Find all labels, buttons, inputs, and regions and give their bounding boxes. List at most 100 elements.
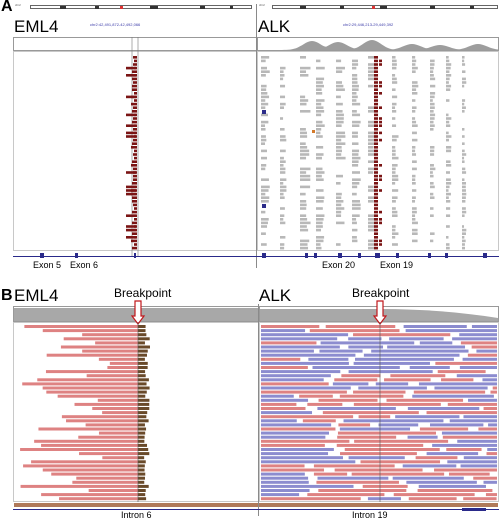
soft-clip-mark (132, 182, 137, 185)
coverage-histogram (258, 40, 498, 50)
aligned-read (392, 77, 397, 81)
exon-19-label: Exon 19 (380, 260, 414, 270)
soft-clip-mark (126, 135, 136, 138)
aligned-read (316, 124, 325, 127)
sequencing-read (317, 407, 396, 410)
aligned-read (392, 138, 397, 142)
aligned-read (412, 70, 416, 73)
sequencing-read (378, 423, 419, 427)
aligned-read (430, 192, 434, 196)
aligned-read (462, 196, 466, 199)
panel-a-split-divider[interactable] (256, 4, 257, 268)
sequencing-read (261, 484, 354, 488)
aligned-read (412, 200, 416, 203)
aligned-read (368, 77, 375, 81)
soft-clip-mark (126, 95, 136, 99)
sequencing-read (419, 427, 469, 431)
aligned-read (368, 221, 375, 225)
sequencing-read (354, 357, 454, 361)
aligned-read (316, 77, 325, 81)
mismatch-mark (374, 232, 378, 235)
aligned-read (446, 120, 450, 124)
aligned-read (261, 59, 266, 63)
aligned-read (462, 77, 466, 81)
aligned-read (336, 124, 342, 127)
panel-b-left-gene-name: EML4 (14, 286, 59, 305)
aligned-read (392, 74, 396, 77)
aligned-read (261, 102, 269, 106)
mismatch-mark (374, 106, 378, 109)
aligned-read (316, 153, 324, 156)
sequencing-read (63, 337, 139, 341)
sequencing-read (338, 423, 371, 427)
aligned-read (430, 74, 434, 77)
ideogram-band (95, 6, 99, 9)
sequencing-read (322, 411, 419, 415)
exon-block (314, 253, 317, 258)
sequencing-read (441, 378, 474, 382)
sequencing-read (442, 435, 497, 439)
aligned-read (352, 149, 360, 153)
aligned-read (430, 59, 435, 63)
soft-clip-mark (133, 117, 137, 120)
aligned-read (336, 149, 342, 153)
soft-clip-mark (138, 431, 146, 435)
aligned-read (430, 214, 434, 217)
aligned-read (392, 178, 399, 181)
aligned-read (352, 164, 359, 167)
sequencing-read (463, 415, 497, 419)
left-chromosome-ideogram[interactable] (30, 5, 252, 9)
sequencing-read (407, 407, 480, 410)
exon-block (338, 253, 342, 258)
sequencing-read (61, 415, 138, 419)
aligned-read (446, 131, 449, 135)
panel-a-left-locus[interactable]: chr2:42,491,872-42,492,066 (90, 22, 141, 27)
aligned-read (368, 146, 374, 149)
soft-clip-mark (132, 221, 137, 225)
panel-a-letter: A (1, 0, 13, 15)
panel-b-split-divider[interactable] (258, 304, 259, 516)
sequencing-read (409, 366, 450, 369)
soft-clip-mark (138, 333, 147, 337)
aligned-read (336, 135, 346, 138)
sequencing-read (456, 374, 497, 378)
sequencing-read (339, 394, 404, 398)
sequencing-read (85, 423, 138, 427)
aligned-read (316, 99, 325, 102)
mismatch-mark (374, 113, 378, 117)
soft-clip-mark (133, 153, 137, 156)
aligned-read (462, 167, 466, 171)
soft-clip-mark (131, 146, 137, 149)
sequencing-read (261, 464, 305, 468)
panel-a-right-locus[interactable]: chr2:29,446,213-29,449,392 (343, 22, 394, 27)
mismatch-mark (379, 84, 382, 88)
sequencing-read (459, 333, 497, 337)
aligned-read (446, 146, 452, 149)
aligned-read (261, 189, 269, 192)
soft-clip-mark (138, 353, 147, 357)
aligned-read (300, 102, 307, 106)
aligned-read (430, 92, 436, 95)
mismatch-mark (374, 221, 378, 225)
sequencing-read (353, 402, 441, 406)
aligned-read (368, 124, 378, 127)
exon-6-label: Exon 6 (70, 260, 99, 270)
aligned-read (352, 239, 358, 243)
aligned-read (261, 66, 267, 70)
mismatch-mark (379, 131, 382, 135)
aligned-read (368, 84, 374, 88)
sequencing-read (434, 468, 497, 472)
aligned-read (261, 120, 269, 124)
aligned-read (412, 146, 416, 149)
sequencing-read (358, 386, 427, 390)
panel-b-left-breakpoint-label: Breakpoint (114, 286, 172, 300)
soft-clip-mark (131, 102, 137, 106)
aligned-read (446, 246, 450, 250)
aligned-read (412, 214, 416, 217)
aligned-read (446, 178, 451, 181)
aligned-read (412, 178, 416, 181)
aligned-read (392, 225, 396, 228)
sequencing-read (307, 493, 385, 497)
aligned-read (352, 120, 361, 124)
aligned-read (336, 70, 343, 73)
